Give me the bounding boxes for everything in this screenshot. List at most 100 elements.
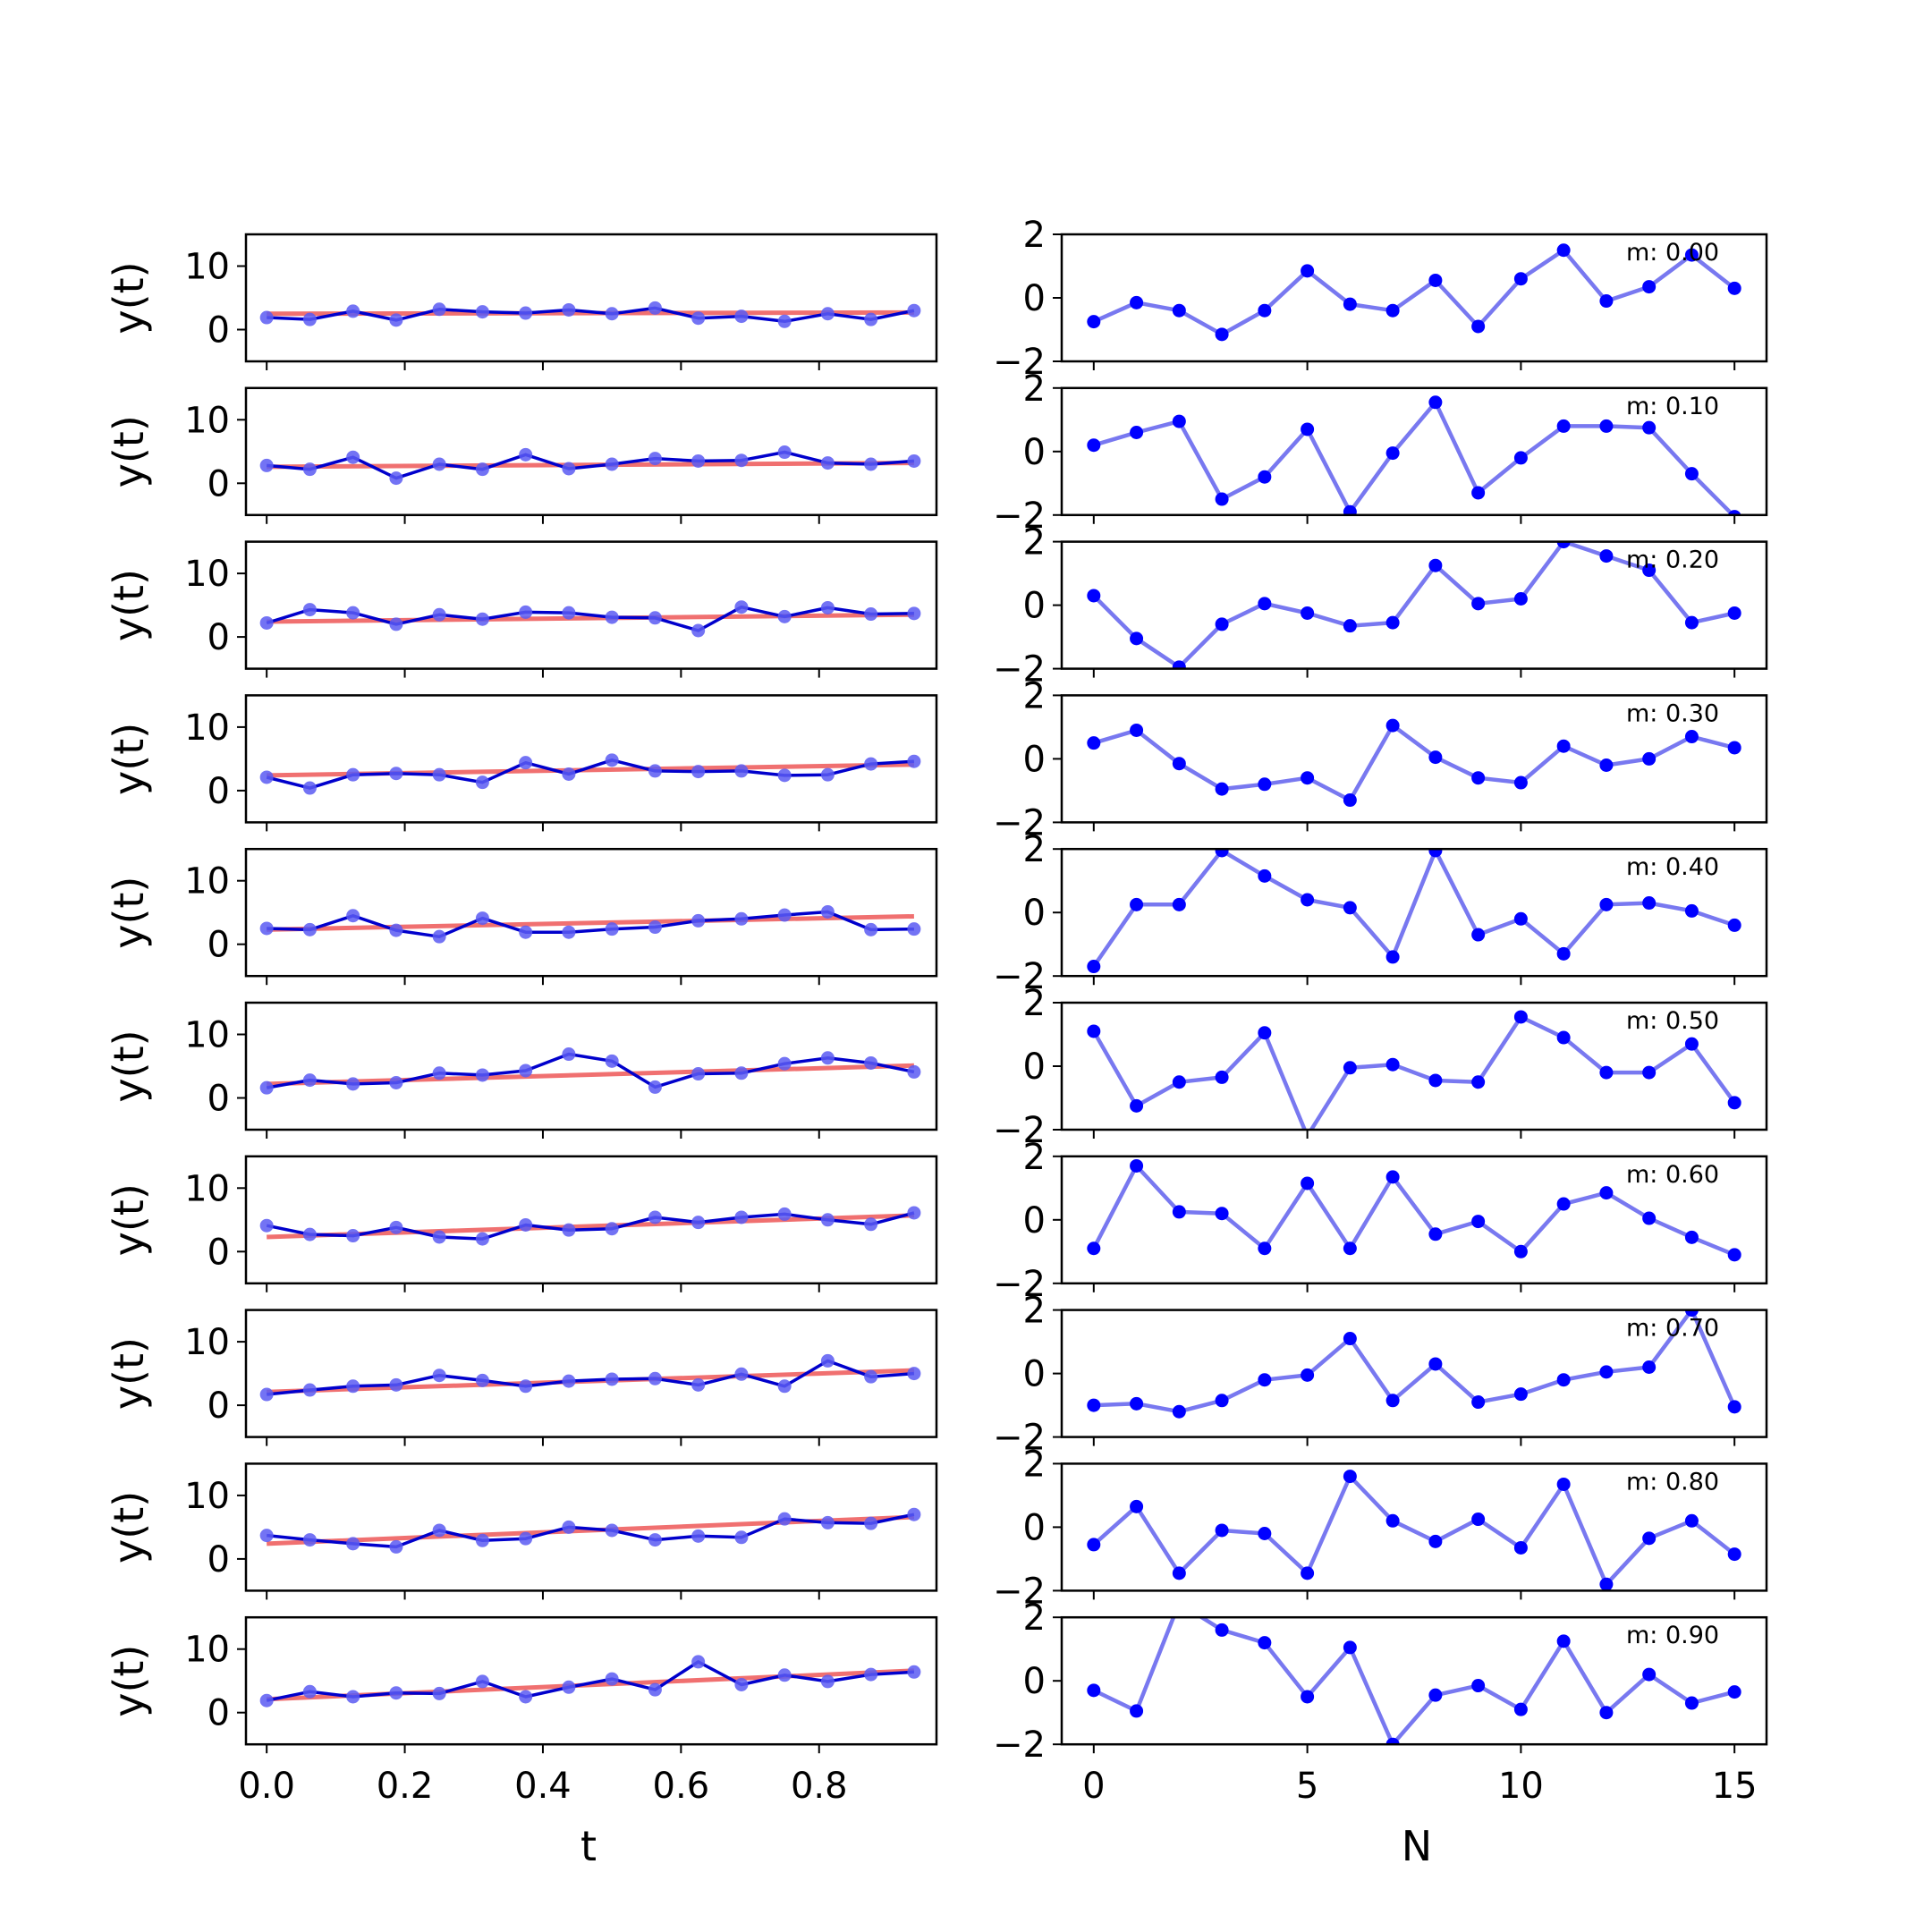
residual-point [1172, 1404, 1186, 1419]
slope-annotation: m: 0.90 [1626, 1622, 1719, 1649]
residual-point [1087, 438, 1101, 453]
residual-point [1428, 750, 1443, 765]
observed-point [605, 307, 619, 321]
residual-point [1556, 243, 1571, 258]
observed-point [605, 1372, 619, 1386]
residual-point [1258, 869, 1272, 883]
observed-point [562, 1680, 576, 1694]
slope-annotation: m: 0.50 [1626, 1007, 1719, 1035]
slope-annotation: m: 0.00 [1626, 239, 1719, 267]
observed-point [907, 303, 921, 318]
residual-point [1215, 1070, 1229, 1084]
residual-point [1428, 273, 1443, 287]
left-panel: 0 10 0.0 0.2 0.4 0.6 0.8 y(t) [105, 1615, 938, 1807]
observed-point [734, 1677, 749, 1691]
residual-point [1599, 1186, 1614, 1200]
observed-point [475, 612, 489, 626]
observed-point [562, 1374, 576, 1388]
residual-point [1130, 1396, 1144, 1411]
residual-point [1727, 1400, 1741, 1414]
right-plot-area [1087, 1309, 1741, 1419]
x-tick-label: 0.8 [791, 1766, 848, 1807]
residual-point [1513, 911, 1528, 926]
residual-point [1471, 1679, 1486, 1693]
residual-point [1301, 1176, 1315, 1191]
residual-point [1513, 592, 1528, 606]
residual-point [1599, 1706, 1614, 1720]
left-plot-area [259, 1206, 921, 1246]
observed-point [648, 764, 662, 778]
observed-line [266, 1660, 915, 1702]
left-x-axis-title: t [580, 1822, 597, 1870]
y-tick-label: 10 [184, 554, 230, 595]
residual-line [1093, 1309, 1737, 1414]
right-plot-area [1087, 718, 1741, 808]
left-panel: 0 10 y(t) [105, 1462, 938, 1600]
observed-point [346, 909, 360, 923]
residual-point [1215, 492, 1229, 506]
observed-point [302, 1227, 317, 1241]
observed-point [648, 452, 662, 466]
left-panel: 0 10 y(t) [105, 694, 938, 832]
y-tick-label: 0 [1023, 739, 1046, 780]
right-plot-area [1087, 1617, 1741, 1745]
y-tick-label: 2 [1023, 1137, 1046, 1178]
residual-point [1172, 660, 1186, 669]
observed-point [907, 606, 921, 621]
residual-point [1428, 1227, 1443, 1241]
y-tick-label: 0 [208, 463, 230, 504]
observed-point [605, 1672, 619, 1686]
observed-point [777, 908, 792, 922]
observed-point [820, 904, 835, 919]
left-plot-area [259, 1655, 921, 1707]
observed-point [648, 920, 662, 935]
observed-point [432, 929, 446, 944]
residual-point [1642, 1667, 1657, 1682]
observed-line [267, 1359, 915, 1396]
x-tick-label: 0.0 [238, 1766, 295, 1807]
observed-point [605, 1222, 619, 1236]
y-tick-label: 0 [1023, 278, 1046, 319]
observed-point [519, 1063, 533, 1078]
observed-point [907, 922, 921, 936]
residual-point [1727, 918, 1741, 932]
observed-point [691, 1067, 706, 1081]
residual-line [1092, 248, 1736, 337]
residual-point [1087, 1398, 1101, 1412]
y-tick-label: 0 [208, 771, 230, 812]
left-panel-frame [244, 233, 938, 363]
observed-point [389, 1075, 403, 1089]
fit-line [267, 612, 914, 624]
observed-point [389, 923, 403, 937]
observed-point [907, 1665, 921, 1679]
residual-point [1215, 1523, 1229, 1538]
left-panel-frame [244, 1615, 938, 1746]
observed-point [777, 445, 792, 460]
residual-point [1556, 1373, 1571, 1387]
observed-point [519, 447, 533, 462]
observed-point [648, 611, 662, 625]
residual-point [1258, 1527, 1272, 1540]
residual-point [1215, 1207, 1229, 1221]
observed-point [734, 1066, 749, 1080]
residual-point [1642, 1211, 1657, 1225]
observed-point [432, 607, 446, 622]
residual-point [1301, 1368, 1315, 1382]
observed-point [432, 1523, 446, 1538]
observed-point [475, 462, 489, 477]
y-axis-title: y(t) [105, 723, 153, 795]
observed-point [259, 1529, 274, 1543]
residual-point [1642, 280, 1657, 294]
residual-point [1385, 1394, 1400, 1408]
y-tick-label: 2 [1023, 522, 1046, 564]
residual-point [1130, 1704, 1144, 1718]
observed-point [432, 457, 446, 471]
observed-point [691, 623, 706, 638]
y-axis-title: y(t) [105, 1337, 153, 1410]
residual-point [1471, 1395, 1486, 1410]
y-tick-label: 2 [1023, 983, 1046, 1024]
fit-line [267, 913, 914, 932]
residual-point [1215, 617, 1229, 631]
y-tick-label: 0 [1023, 1046, 1046, 1088]
right-panel: −2 0 2 m: 0.50 [993, 983, 1768, 1151]
